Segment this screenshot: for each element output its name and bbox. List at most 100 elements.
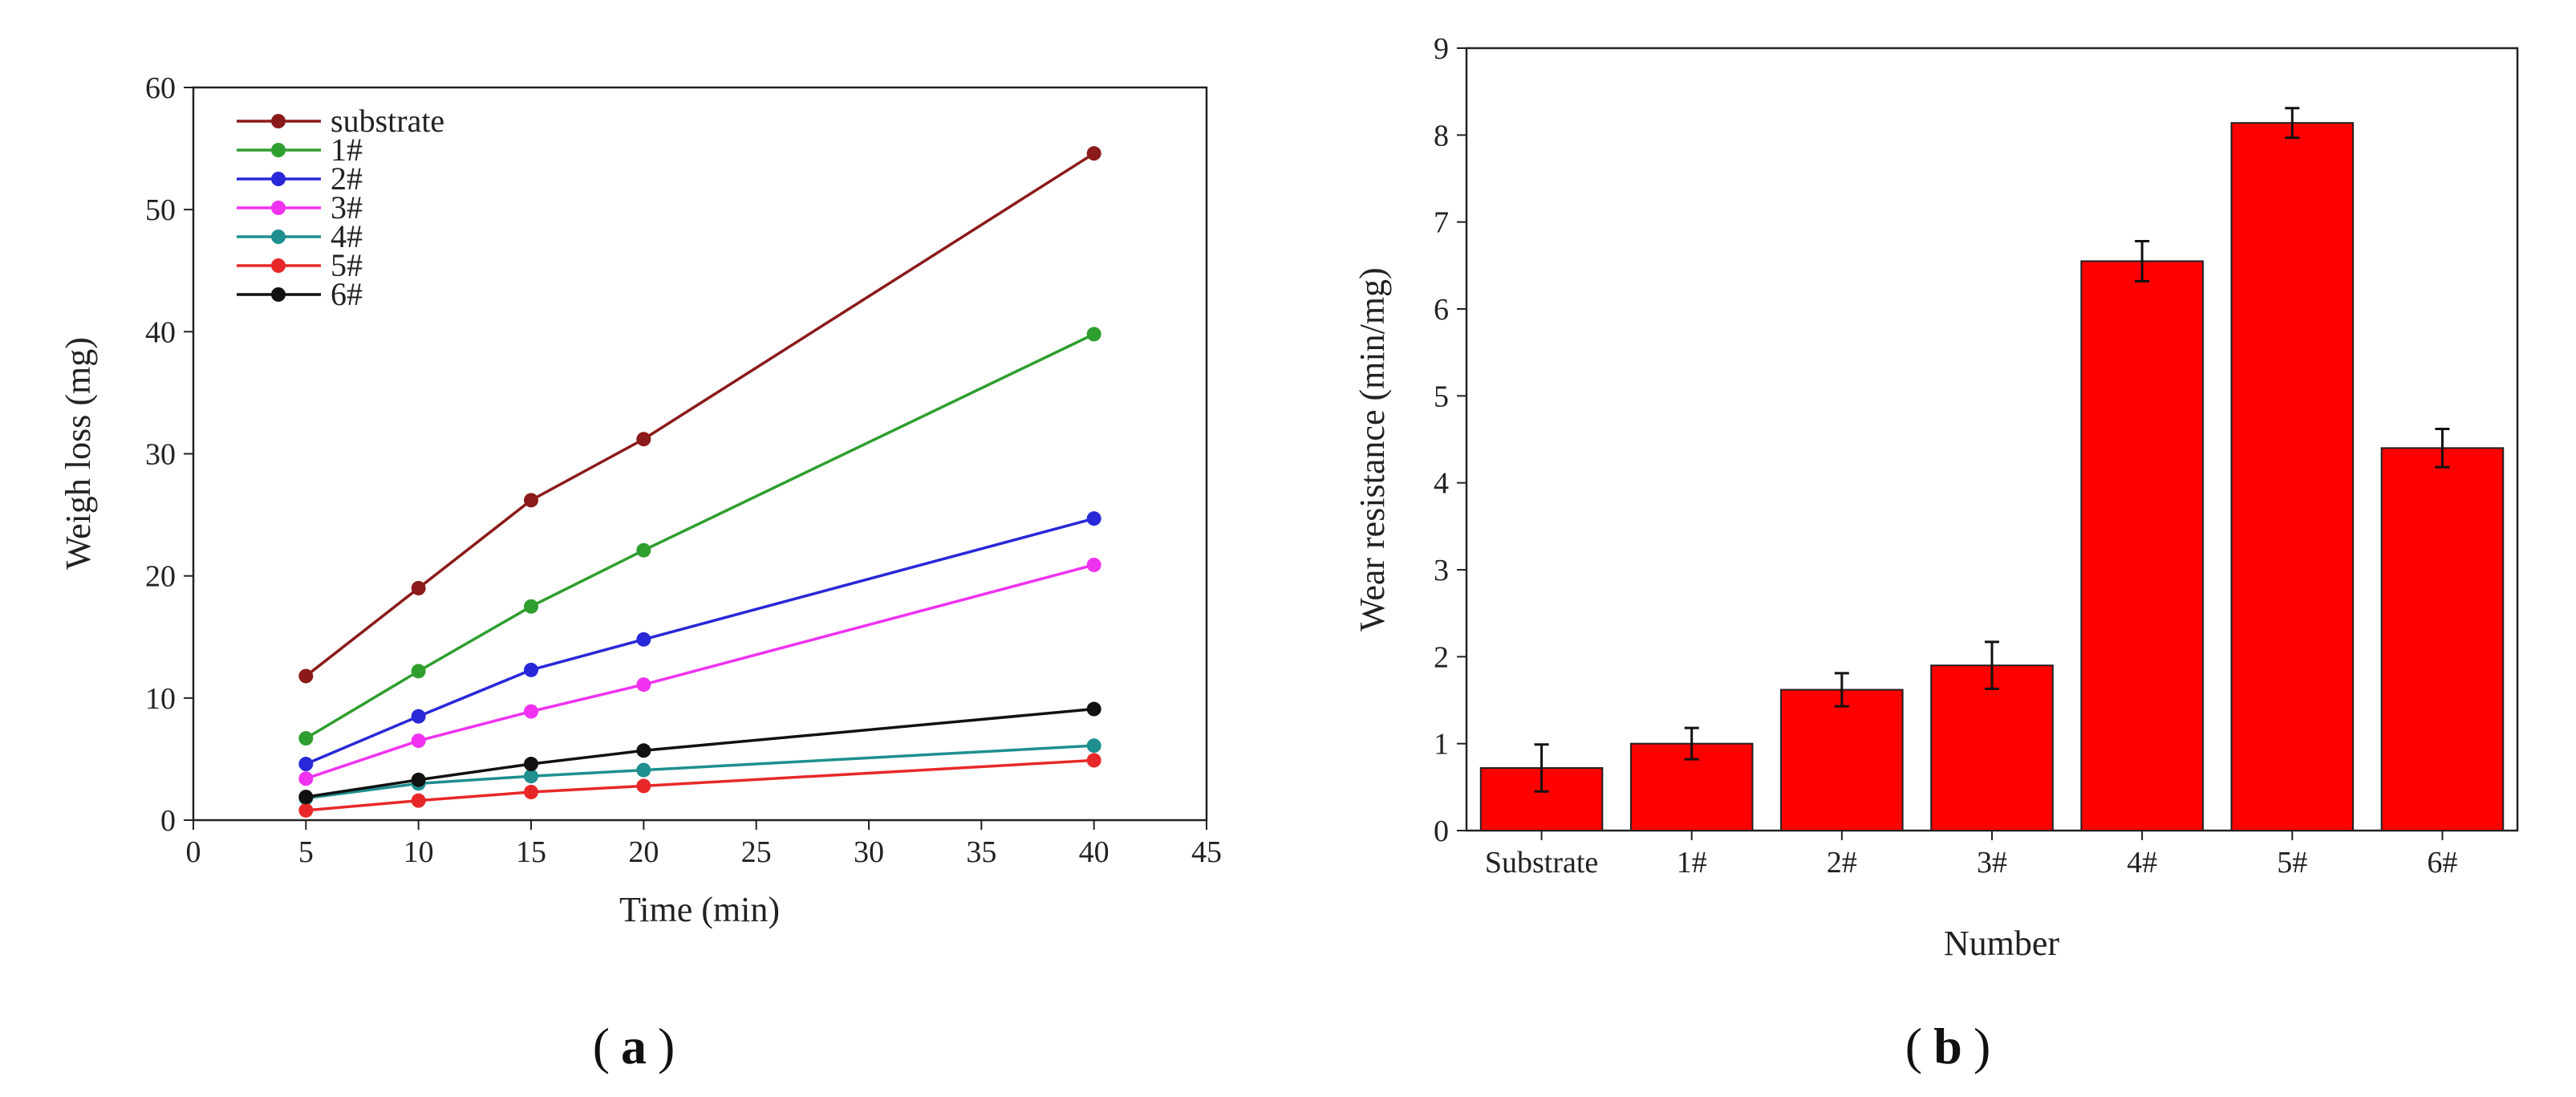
chart-a-y-tick-label: 10 <box>145 682 176 716</box>
chart-b-bar <box>2080 260 2204 831</box>
chart-a-legend-label: 6# <box>331 276 363 312</box>
svg-text:): ) <box>1974 1018 1990 1075</box>
chart-b-x-tick-label: 4# <box>2127 846 2157 880</box>
chart-a-data-point <box>636 542 651 558</box>
chart-b-bar <box>2230 122 2355 831</box>
chart-a-data-point <box>411 709 426 724</box>
chart-a-legend-marker <box>271 258 286 273</box>
chart-a-x-tick-label: 30 <box>854 835 884 869</box>
chart-a-legend-marker <box>271 230 286 244</box>
chart-a-data-point <box>524 769 538 784</box>
caption-b-letter: b <box>1933 1018 1962 1075</box>
chart-b-y-tick-label: 0 <box>1434 815 1449 848</box>
chart-b-y-axis-label: Wear resistance (min/mg) <box>1353 267 1392 631</box>
chart-a-data-point <box>298 802 314 818</box>
svg-text:(: ( <box>1905 1018 1922 1075</box>
chart-a-data-point <box>1086 327 1101 342</box>
chart-a-x-tick-label: 15 <box>516 835 546 869</box>
chart-a-data-point <box>1086 146 1101 161</box>
chart-a-y-tick-label: 20 <box>145 560 176 594</box>
chart-a-series-line-4 <box>306 744 1094 800</box>
chart-a-y-tick-label: 50 <box>145 193 176 227</box>
chart-a-series-line-2 <box>305 517 1095 766</box>
chart-b-bar <box>1930 664 2054 832</box>
chart-a-data-point <box>411 664 426 679</box>
chart-b-y-tick-label: 5 <box>1434 380 1449 413</box>
chart-a-legend-marker <box>271 143 286 157</box>
chart-a-x-tick-label: 5 <box>298 835 314 869</box>
chart-a-data-point <box>411 733 426 749</box>
chart-a-data-point <box>298 757 314 772</box>
chart-a-x-tick-label: 10 <box>404 835 434 869</box>
chart-a-x-tick-label: 0 <box>186 835 201 869</box>
chart-a-data-point <box>411 793 426 808</box>
chart-b-y-tick-label: 4 <box>1434 467 1449 501</box>
chart-b-y-tick-label: 7 <box>1434 206 1449 240</box>
chart-a-y-tick-label: 40 <box>145 315 176 349</box>
chart-b-bar <box>1780 689 1904 831</box>
chart-a-data-point <box>636 677 651 693</box>
svg-text:): ) <box>658 1018 675 1075</box>
chart-b-x-tick-label: 3# <box>1977 846 2007 880</box>
chart-a-data-point <box>411 772 426 787</box>
chart-a-x-tick-label: 20 <box>628 835 659 869</box>
chart-a-y-tick-label: 0 <box>160 804 176 838</box>
chart-b-x-tick-label: Substrate <box>1485 846 1598 880</box>
chart-a-legend-marker <box>271 201 286 215</box>
chart-b-x-tick-label: 1# <box>1677 846 1707 880</box>
chart-b-y-tick-label: 3 <box>1434 554 1449 587</box>
caption-a: ( a ) <box>593 1018 675 1075</box>
chart-a-legend-label: 3# <box>331 189 363 225</box>
chart-b-x-axis-label: Number <box>1944 924 2060 963</box>
chart-a-legend-marker <box>271 172 286 186</box>
chart-b-y-tick-label: 8 <box>1434 119 1449 152</box>
chart-a-data-point <box>1086 753 1101 768</box>
caption-b: ( b ) <box>1905 1018 1991 1075</box>
chart-b-y-tick-label: 2 <box>1434 640 1449 674</box>
chart-a-data-point <box>636 632 651 647</box>
chart-a-x-tick-label: 40 <box>1079 835 1110 869</box>
chart-b-y-tick-label: 9 <box>1434 32 1449 66</box>
chart-b-x-tick-label: 2# <box>1827 846 1857 880</box>
chart-a-data-point <box>1086 511 1101 526</box>
chart-a-x-tick-label: 45 <box>1191 835 1222 869</box>
caption-a-letter: a <box>621 1018 647 1075</box>
chart-a-data-point <box>524 785 538 800</box>
chart-a-series-line-1 <box>305 332 1095 740</box>
chart-a-data-point <box>636 432 651 447</box>
chart-a-data-point <box>524 757 538 772</box>
chart-a-data-point <box>524 599 538 614</box>
chart-a-x-axis-label: Time (min) <box>619 890 780 929</box>
chart-a-data-point <box>1086 738 1101 754</box>
chart-a-data-point <box>298 668 314 684</box>
chart-a-y-tick-label: 60 <box>145 71 176 105</box>
chart-a-legend-label: 2# <box>331 160 363 197</box>
chart-a-data-point <box>524 493 538 508</box>
chart-b-x-tick-label: 6# <box>2427 846 2457 880</box>
chart-a-data-point <box>411 580 426 595</box>
chart-b-y-tick-label: 6 <box>1434 293 1449 327</box>
chart-a-data-point <box>298 731 314 746</box>
chart-a-x-tick-label: 35 <box>966 835 996 869</box>
chart-a-legend-marker <box>271 114 286 128</box>
chart-a-data-point <box>636 778 651 794</box>
chart-b-bar <box>2380 447 2505 831</box>
chart-b-y-tick-label: 1 <box>1434 728 1449 762</box>
svg-text:(: ( <box>593 1018 610 1075</box>
chart-a-legend-label: 4# <box>331 218 363 254</box>
chart-a-x-tick-label: 25 <box>741 835 772 869</box>
chart-a-data-point <box>524 704 538 719</box>
chart-a-legend-label: 5# <box>331 247 363 283</box>
chart-a-data-point <box>1086 557 1101 572</box>
chart-a-data-point <box>298 790 314 805</box>
chart-a-data-point <box>636 743 651 758</box>
chart-a-data-point <box>1086 701 1101 717</box>
chart-a-legend-marker <box>271 287 286 302</box>
chart-a-data-point <box>524 662 538 677</box>
chart-a: 0 5 10 15 20 25 30 35 40 45 0 10 20 30 40 50 60 substra… <box>59 71 1222 929</box>
chart-a-y-tick-label: 30 <box>145 438 176 472</box>
chart-a-data-point <box>636 762 651 778</box>
chart-b-x-tick-label: 5# <box>2277 846 2307 880</box>
